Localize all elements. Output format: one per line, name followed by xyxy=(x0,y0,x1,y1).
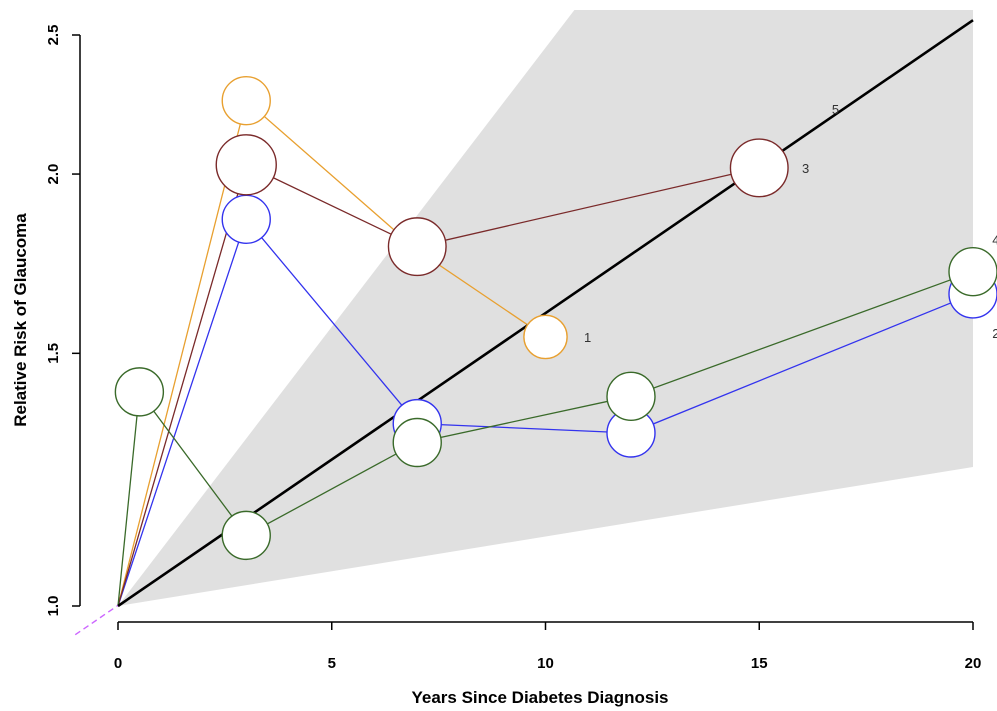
data-point-4 xyxy=(606,371,656,422)
data-point-3 xyxy=(387,217,447,277)
ticks: 1.01.52.02.50 5 10 15 20 xyxy=(45,25,981,672)
y-tick-label: 2.0 xyxy=(45,164,62,185)
x-tick-label: 15 xyxy=(751,655,768,672)
series-label-5: 5 xyxy=(832,102,839,117)
x-tick-label: 20 xyxy=(965,655,982,672)
series-label-1: 1 xyxy=(584,330,591,345)
y-tick-label: 2.5 xyxy=(45,25,62,46)
x-tick-label: 0 xyxy=(114,655,122,672)
x-tick-label: 10 xyxy=(537,655,554,672)
data-point-4 xyxy=(392,417,442,468)
series-line-3 xyxy=(117,163,760,607)
data-point-3 xyxy=(215,134,277,196)
x-axis-title: Years Since Diabetes Diagnosis xyxy=(411,688,668,707)
series-label-3: 3 xyxy=(802,161,809,176)
data-point-4 xyxy=(948,246,997,297)
series-line-1 xyxy=(117,99,546,607)
series-labels: 1 2 3 4 5 xyxy=(584,102,997,345)
data-point-1 xyxy=(221,75,271,126)
series-label-2: 2 xyxy=(992,326,997,341)
y-axis-title: Relative Risk of Glaucoma xyxy=(11,213,30,427)
series-line-4 xyxy=(117,271,974,607)
data-point-2 xyxy=(221,194,271,244)
y-tick-label: 1.5 xyxy=(45,343,62,364)
data-point-4 xyxy=(114,367,165,417)
data-point-1 xyxy=(523,314,568,360)
x-tick-label: 5 xyxy=(328,655,336,672)
data-point-3 xyxy=(729,138,789,198)
series-label-4: 4 xyxy=(992,233,997,248)
y-tick-label: 1.0 xyxy=(45,596,62,617)
data-point-4 xyxy=(221,510,271,561)
pooled-trend-line xyxy=(117,19,974,608)
series-points xyxy=(114,75,997,561)
